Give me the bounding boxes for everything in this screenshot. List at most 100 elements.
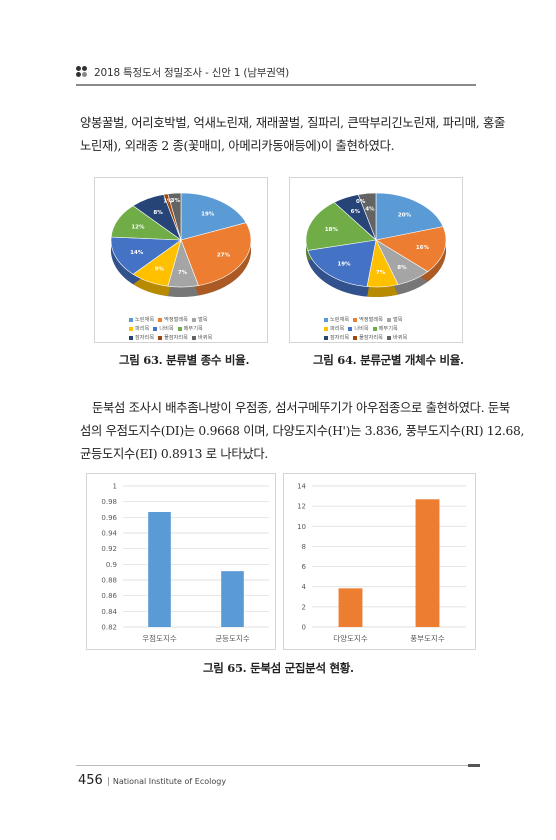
y-tick-label: 0.84 xyxy=(101,608,117,616)
legend-item: 메뚜기목 xyxy=(177,325,203,332)
legend-item: 풀잠자리목 xyxy=(353,334,383,341)
bullet-dots-icon xyxy=(76,66,88,78)
legend-swatch xyxy=(158,335,163,340)
bar-chart-dominance-evenness: 1 0.98 0.96 0.94 0.92 0.9 0.88 0.86 0.84 0.82 우점도지… xyxy=(101,483,269,643)
legend-label: 파리목 xyxy=(330,326,345,332)
bar xyxy=(415,499,440,627)
y-tick-label: 2 xyxy=(302,603,306,611)
paragraph-2: 둔북섬 조사시 배추좀나방이 우점종, 섬서구메뚜기가 아우점종으로 출현하였다… xyxy=(80,397,524,466)
pie-slice xyxy=(180,192,247,241)
y-tick-label: 14 xyxy=(297,483,306,491)
pie-data-label: 0% xyxy=(356,199,366,205)
y-tick-label: 0.98 xyxy=(101,498,117,506)
pie-slice xyxy=(180,222,252,286)
pie-data-label: 9% xyxy=(155,266,165,272)
legend-item: 잠자리목 xyxy=(129,334,154,341)
figure-65-left-chart: 1 0.98 0.96 0.94 0.92 0.9 0.88 0.86 0.84 0.82 우점도지… xyxy=(86,473,276,650)
legend-swatch xyxy=(191,317,196,322)
pie-data-label: 14% xyxy=(130,250,144,256)
pie-data-label: 7% xyxy=(376,270,386,276)
x-tick-label: 균등도지수 xyxy=(215,634,250,643)
pie-data-label: 12% xyxy=(131,224,145,230)
y-tick-label: 0.86 xyxy=(101,592,117,600)
pie-data-label: 4% xyxy=(365,206,375,212)
y-tick-label: 0 xyxy=(302,624,306,632)
legend-item: 나비목 xyxy=(348,325,369,332)
legend-swatch xyxy=(129,335,133,340)
legend-item: 파리목 xyxy=(129,325,149,332)
x-tick-label: 풍부도지수 xyxy=(410,634,445,643)
y-tick-label: 0.9 xyxy=(106,561,117,569)
footer-organization: National Institute of Ecology xyxy=(112,777,227,786)
pie-slice xyxy=(110,236,182,275)
pie-data-label: 20% xyxy=(398,212,412,218)
pie-data-label: 6% xyxy=(351,209,361,215)
legend-label: 딱정벌레목 xyxy=(359,317,383,323)
paragraph-line: 둔북섬 조사시 배추좀나방이 우점종, 섬서구메뚜기가 아우점종으로 출현하였다… xyxy=(92,401,510,415)
legend-label: 딱정벌레목 xyxy=(164,317,188,323)
footer-separator: | xyxy=(106,777,110,787)
footer-divider xyxy=(76,765,468,766)
pie-data-label: 3% xyxy=(171,198,181,204)
legend-swatch xyxy=(324,317,328,322)
x-tick-label: 다양도지수 xyxy=(333,634,368,643)
legend-row: 노린재목 딱정벌레목 벌목 xyxy=(129,315,216,324)
bar xyxy=(338,588,363,627)
legend-swatch xyxy=(353,335,358,340)
legend-swatch xyxy=(129,317,133,322)
legend-row: 잠자리목 풀잠자리목 바퀴목 xyxy=(324,333,411,342)
figure-63-chart: 19% 27% 7% 9% 14% 12% 8% 1% 3% 노린재목 딱정벌레목 벌목 파리목 나비목… xyxy=(94,177,268,343)
legend-label: 노린재목 xyxy=(330,317,350,323)
y-tick-label: 8 xyxy=(302,543,306,551)
figure-64-chart: 20% 16% 8% 7% 19% 18% 6% 0% 4% 노린재목 딱정벌레목 벌목 파리목 나비목… xyxy=(289,177,463,343)
y-tick-label: 1 xyxy=(113,483,117,491)
legend-swatch xyxy=(348,326,353,331)
figure-63-caption: 그림 63. 분류별 종수 비율. xyxy=(119,353,250,367)
pie-data-label: 7% xyxy=(178,270,188,276)
pie-data-label: 19% xyxy=(337,262,351,268)
legend-swatch xyxy=(191,335,196,340)
pie-data-label: 1% xyxy=(163,199,173,205)
legend-swatch xyxy=(372,326,377,331)
legend-label: 벌목 xyxy=(197,317,208,323)
legend-label: 메뚜기목 xyxy=(183,326,203,332)
legend-label: 파리목 xyxy=(135,326,150,332)
legend-item: 벌목 xyxy=(386,316,403,323)
legend-item: 메뚜기목 xyxy=(372,325,398,332)
legend-label: 벌목 xyxy=(392,317,403,323)
legend-item: 나비목 xyxy=(153,325,174,332)
paragraph-line: 양봉꿀벌, 어리호박벌, 억새노린재, 재래꿀벌, 질파리, 큰딱부리긴노린재,… xyxy=(80,116,505,130)
paragraph-line: 노린재), 외래종 2 종(꽃매미, 아메리카동애등에)이 출현하였다. xyxy=(80,139,395,153)
pie-data-label: 19% xyxy=(201,212,215,218)
bar xyxy=(221,571,244,627)
legend-item: 바퀴목 xyxy=(386,334,408,341)
bar xyxy=(148,512,171,627)
bar-chart-diversity-richness: 14 12 10 8 6 4 2 0 다양도지수 풍부도지수 xyxy=(297,483,466,643)
legend-swatch xyxy=(324,326,328,331)
y-tick-label: 0.94 xyxy=(101,530,117,538)
legend-item: 노린재목 xyxy=(129,316,154,323)
legend-item: 파리목 xyxy=(324,325,344,332)
legend-label: 나비목 xyxy=(354,326,369,332)
y-tick-label: 0.88 xyxy=(101,577,117,585)
legend-swatch xyxy=(353,317,358,322)
pie-data-label: 27% xyxy=(217,253,231,259)
y-tick-label: 4 xyxy=(302,583,307,591)
legend-row: 노린재목 딱정벌레목 벌목 xyxy=(324,315,411,324)
chart-legend: 노린재목 딱정벌레목 벌목 파리목 나비목 메뚜기목 잠자리목 풀잠자리목 바퀴목 xyxy=(324,315,411,342)
legend-label: 잠자리목 xyxy=(135,335,155,341)
header-divider xyxy=(76,84,476,86)
figure-65-right-chart: 14 12 10 8 6 4 2 0 다양도지수 풍부도지수 xyxy=(283,473,476,650)
paragraph-1: 양봉꿀벌, 어리호박벌, 억새노린재, 재래꿀벌, 질파리, 큰딱부리긴노린재,… xyxy=(80,112,505,158)
y-tick-label: 12 xyxy=(297,503,306,511)
y-tick-label: 0.96 xyxy=(101,514,117,522)
pie-slice xyxy=(375,192,444,241)
y-tick-label: 6 xyxy=(302,563,307,571)
page-footer: 456 | National Institute of Ecology xyxy=(78,773,226,788)
legend-swatch xyxy=(386,317,391,322)
pie-chart-individual-ratio: 20% 16% 8% 7% 19% 18% 6% 0%4% xyxy=(305,192,447,297)
legend-label: 바퀴목 xyxy=(392,335,408,341)
legend-row: 잠자리목 풀잠자리목 바퀴목 xyxy=(129,333,216,342)
legend-swatch xyxy=(129,326,133,331)
